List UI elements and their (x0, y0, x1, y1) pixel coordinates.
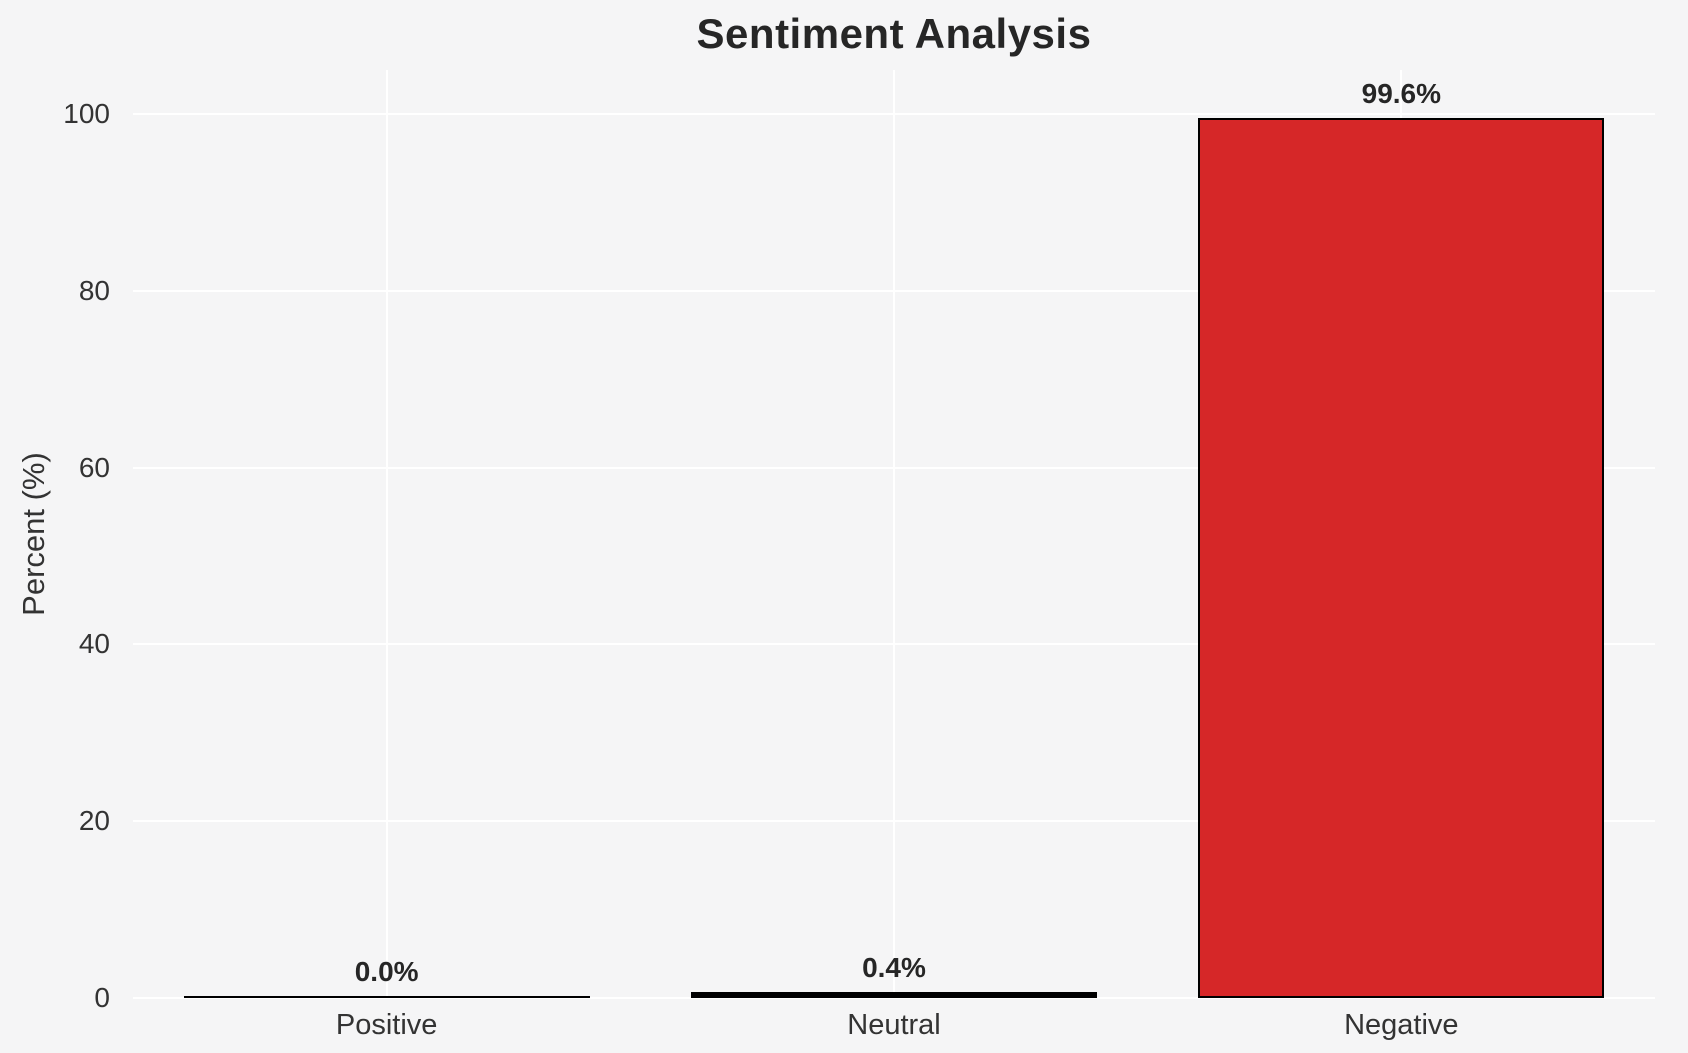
y-tick-label: 80 (78, 274, 110, 306)
y-tick-label: 20 (78, 805, 110, 837)
bar-value-label: 0.0% (354, 956, 419, 987)
horizontal-gridline (133, 643, 1655, 646)
plot-area: 0 20 40 60 80 100 0.0% Positive 0.4% Neutral 99.6%… (63, 70, 1655, 1041)
horizontal-gridline (133, 113, 1655, 116)
horizontal-gridline (133, 289, 1655, 292)
horizontal-gridline (133, 997, 1655, 999)
x-tick-label: Neutral (847, 1009, 941, 1041)
bar-value-label: 0.4% (862, 952, 926, 984)
horizontal-gridline (133, 466, 1655, 469)
bar-positive (183, 996, 590, 998)
horizontal-gridline (133, 820, 1655, 823)
vertical-gridline (385, 70, 388, 998)
vertical-gridline (893, 70, 895, 998)
x-tick-label: Negative (1344, 1009, 1459, 1041)
y-tick-label: 40 (78, 628, 110, 660)
y-axis-label: Percent (%) (16, 452, 51, 616)
bar-value-label: 99.6% (1361, 77, 1442, 109)
y-tick-label: 100 (63, 98, 110, 130)
y-tick-label: 60 (78, 451, 110, 483)
bar-neutral (691, 992, 1097, 998)
bar-negative (1198, 117, 1605, 998)
chart-title: Sentiment Analysis (696, 10, 1092, 57)
x-tick-label: Positive (335, 1009, 438, 1041)
y-tick-label: 0 (94, 982, 110, 1013)
